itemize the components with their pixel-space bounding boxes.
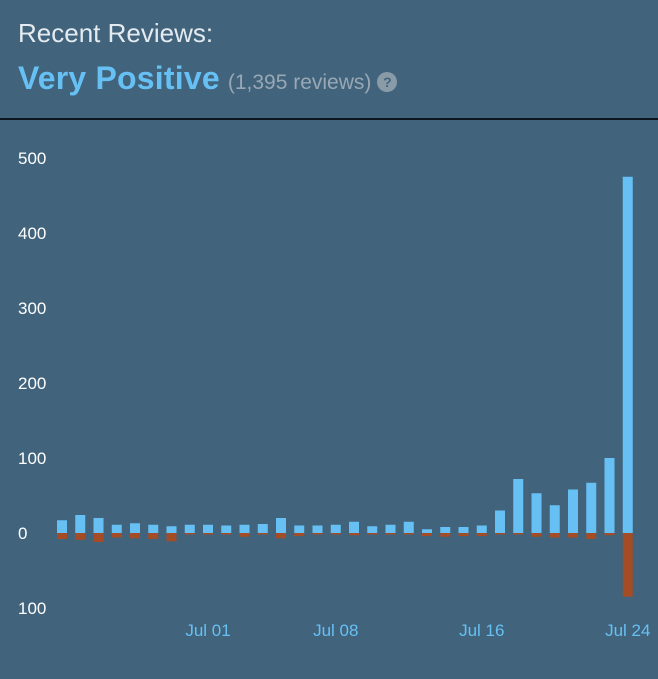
- positive-bar[interactable]: [312, 525, 323, 534]
- positive-bar[interactable]: [513, 479, 524, 533]
- rating-label[interactable]: Very Positive: [18, 60, 220, 96]
- positive-bar[interactable]: [130, 523, 140, 533]
- y-tick-label: 100: [18, 599, 46, 618]
- histogram-svg: 500 400 300 200 100 0 100 Jul 01 Jul 08 Jul 16 Jul…: [18, 149, 650, 640]
- positive-bar[interactable]: [531, 493, 542, 533]
- y-tick-label: 500: [18, 149, 46, 168]
- negative-bar[interactable]: [203, 533, 213, 535]
- negative-bar[interactable]: [111, 533, 122, 538]
- positive-bar[interactable]: [385, 524, 396, 533]
- x-tick-label: Jul 16: [459, 621, 504, 640]
- positive-bar[interactable]: [276, 518, 286, 533]
- positive-bar[interactable]: [495, 510, 505, 534]
- negative-bar[interactable]: [330, 533, 341, 535]
- x-tick-label: Jul 01: [185, 621, 230, 640]
- y-tick-label: 0: [18, 524, 27, 543]
- negative-bar[interactable]: [458, 533, 469, 536]
- positive-bar[interactable]: [166, 526, 177, 533]
- positive-bar[interactable]: [586, 482, 597, 533]
- positive-bar[interactable]: [239, 524, 250, 533]
- positive-bar[interactable]: [184, 524, 195, 533]
- review-count: (1,395 reviews): [227, 71, 372, 94]
- positive-bar[interactable]: [403, 521, 414, 533]
- negative-bar[interactable]: [239, 533, 250, 537]
- section-title: Recent Reviews:: [18, 18, 214, 48]
- negative-bar[interactable]: [385, 533, 396, 535]
- positive-bar[interactable]: [476, 525, 487, 534]
- y-tick-label: 300: [18, 299, 46, 318]
- negative-bar[interactable]: [349, 533, 359, 536]
- positive-bar[interactable]: [75, 515, 86, 533]
- negative-bar[interactable]: [93, 533, 104, 542]
- divider: [0, 118, 658, 120]
- negative-bar[interactable]: [513, 533, 524, 535]
- positive-bar[interactable]: [349, 521, 359, 533]
- negative-bar[interactable]: [440, 533, 451, 537]
- negative-bar[interactable]: [75, 533, 86, 540]
- positive-bar[interactable]: [257, 524, 268, 533]
- positive-bar[interactable]: [440, 527, 451, 533]
- review-histogram: 500 400 300 200 100 0 100 Jul 01 Jul 08 Jul 16 Jul…: [0, 120, 658, 674]
- y-tick-label: 200: [18, 374, 46, 393]
- negative-bar[interactable]: [276, 533, 286, 539]
- y-tick-label: 400: [18, 224, 46, 243]
- negative-bar[interactable]: [294, 533, 305, 536]
- negative-bar[interactable]: [622, 533, 633, 597]
- positive-bar[interactable]: [111, 524, 122, 533]
- negative-bar[interactable]: [257, 533, 268, 535]
- x-tick-label: Jul 08: [313, 621, 358, 640]
- reviews-header: Recent Reviews: Very Positive (1,395 rev…: [18, 0, 658, 118]
- negative-bar[interactable]: [221, 533, 232, 535]
- negative-bar[interactable]: [422, 533, 432, 536]
- rating-summary: Very Positive (1,395 reviews) ?: [18, 60, 398, 97]
- negative-bar[interactable]: [495, 533, 505, 535]
- negative-bar[interactable]: [367, 533, 378, 535]
- negative-bar[interactable]: [184, 533, 195, 535]
- negative-bar[interactable]: [148, 533, 159, 539]
- negative-bar[interactable]: [403, 533, 414, 535]
- negative-bar[interactable]: [57, 533, 67, 539]
- question-mark-icon[interactable]: ?: [377, 72, 398, 92]
- positive-bar[interactable]: [367, 526, 378, 533]
- positive-bar[interactable]: [330, 524, 341, 533]
- negative-bar[interactable]: [476, 533, 487, 536]
- positive-bar[interactable]: [93, 518, 104, 533]
- positive-bar[interactable]: [294, 525, 305, 534]
- positive-bar[interactable]: [458, 527, 469, 533]
- positive-bar[interactable]: [568, 489, 578, 534]
- positive-bar[interactable]: [221, 525, 232, 534]
- negative-bar[interactable]: [312, 533, 323, 535]
- positive-bar[interactable]: [203, 524, 213, 533]
- negative-bar[interactable]: [586, 533, 597, 539]
- positive-bar[interactable]: [57, 520, 67, 533]
- positive-bar[interactable]: [148, 524, 159, 533]
- positive-bar[interactable]: [604, 458, 615, 533]
- positive-bar[interactable]: [422, 529, 432, 533]
- negative-bar[interactable]: [549, 533, 560, 538]
- positive-bar[interactable]: [549, 505, 560, 533]
- negative-bar[interactable]: [568, 533, 578, 538]
- y-tick-label: 100: [18, 449, 46, 468]
- negative-bar[interactable]: [130, 533, 140, 539]
- positive-bar[interactable]: [622, 176, 633, 533]
- negative-bar[interactable]: [531, 533, 542, 537]
- negative-bar[interactable]: [604, 533, 615, 536]
- negative-bar[interactable]: [166, 533, 177, 542]
- x-tick-label: Jul 24: [605, 621, 650, 640]
